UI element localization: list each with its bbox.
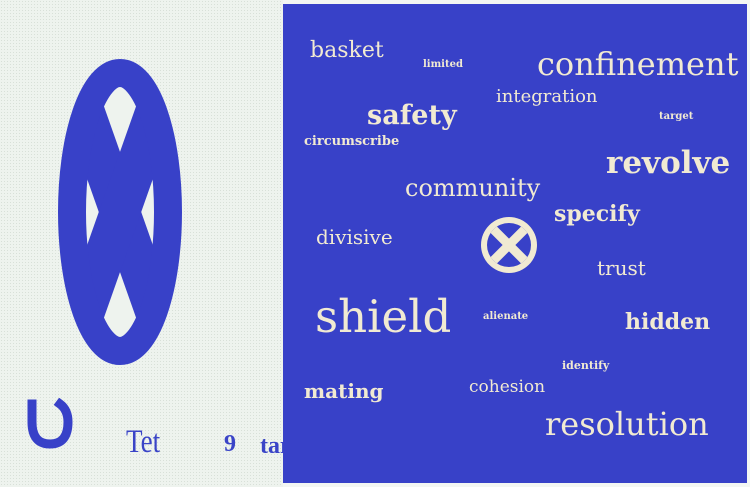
word-alienate: alienate [483,311,529,322]
x-circle-emblem-icon [58,59,182,365]
x-circle-emblem-icon [481,217,537,273]
u-shape-icon [27,398,73,449]
bottom-number: 9 [224,431,236,457]
word-mating: mating [304,379,384,403]
word-circumscribe: circumscribe [304,134,400,149]
word-revolve: revolve [606,145,731,181]
word-limited: limited [423,59,463,70]
word-resolution: resolution [545,405,709,443]
bottom-label-tet: Tet [126,424,161,460]
word-confinement: confinement [537,45,739,83]
word-divisive: divisive [316,225,393,249]
left-panel: Tet 9 [0,0,283,487]
word-cloud-panel: basket limited confinement integration s… [283,4,747,483]
word-shield: shield [315,290,452,343]
word-basket: basket [310,38,384,63]
word-identify: identify [562,359,610,372]
word-safety: safety [367,100,457,131]
word-integration: integration [496,86,598,107]
word-specify: specify [554,201,640,227]
word-community: community [405,174,541,202]
word-hidden: hidden [625,309,711,335]
word-cohesion: cohesion [469,377,546,397]
word-target: target [659,111,694,122]
word-trust: trust [597,256,646,280]
